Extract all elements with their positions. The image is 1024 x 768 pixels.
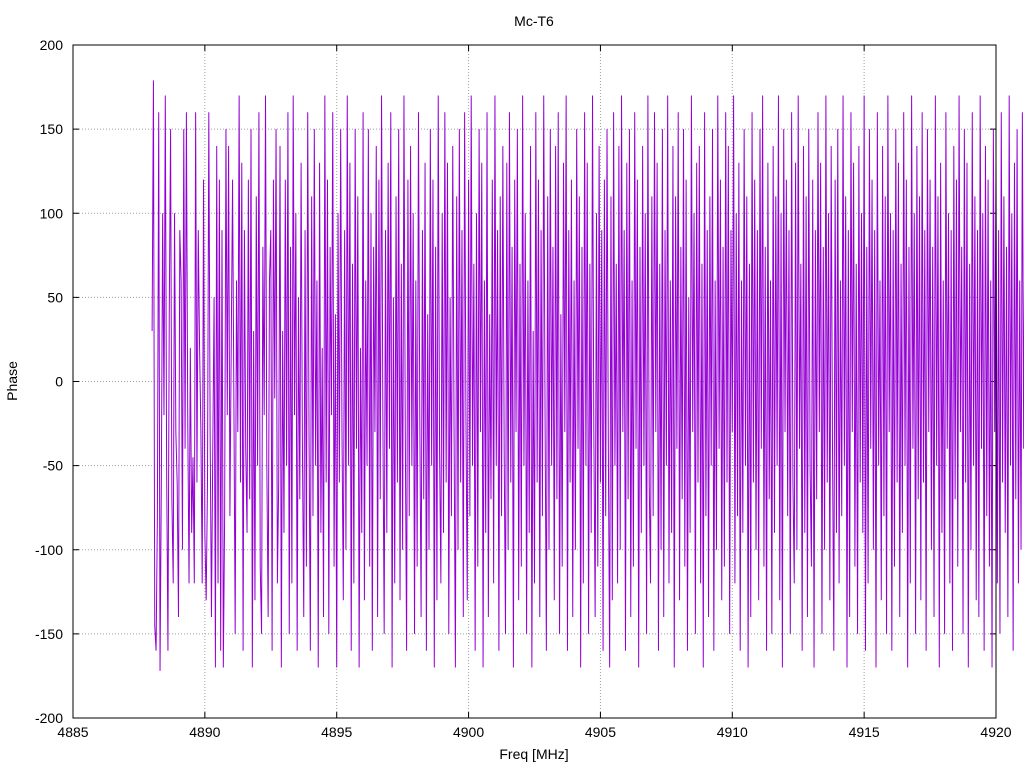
phase-series-line xyxy=(151,80,1024,671)
y-tick-label: 150 xyxy=(40,121,64,137)
y-tick-label: 50 xyxy=(47,289,63,305)
x-tick-label: 4900 xyxy=(453,724,484,740)
x-tick-label: 4895 xyxy=(321,724,352,740)
chart-title: Mc-T6 xyxy=(514,13,554,29)
x-tick-label: 4910 xyxy=(717,724,748,740)
x-tick-label: 4915 xyxy=(849,724,880,740)
x-tick-label: 4905 xyxy=(585,724,616,740)
x-tick-label: 4890 xyxy=(189,724,220,740)
plot-area xyxy=(151,80,1024,671)
x-tick-label: 4920 xyxy=(980,724,1011,740)
axis-ticks: 4885 4890 4895 4900 4905 4910 4915 4920 -200 -150… xyxy=(35,37,1012,740)
y-tick-label: -50 xyxy=(43,458,63,474)
x-axis-label: Freq [MHz] xyxy=(499,746,568,762)
y-axis-label: Phase xyxy=(4,361,20,401)
y-tick-label: 200 xyxy=(40,37,64,53)
y-tick-label: -200 xyxy=(35,710,63,726)
y-tick-label: -150 xyxy=(35,626,63,642)
plot-frame xyxy=(72,44,997,719)
x-tick-label: 4885 xyxy=(57,724,88,740)
y-tick-label: 0 xyxy=(55,374,63,390)
y-tick-label: 100 xyxy=(40,205,64,221)
y-tick-label: -100 xyxy=(35,542,63,558)
